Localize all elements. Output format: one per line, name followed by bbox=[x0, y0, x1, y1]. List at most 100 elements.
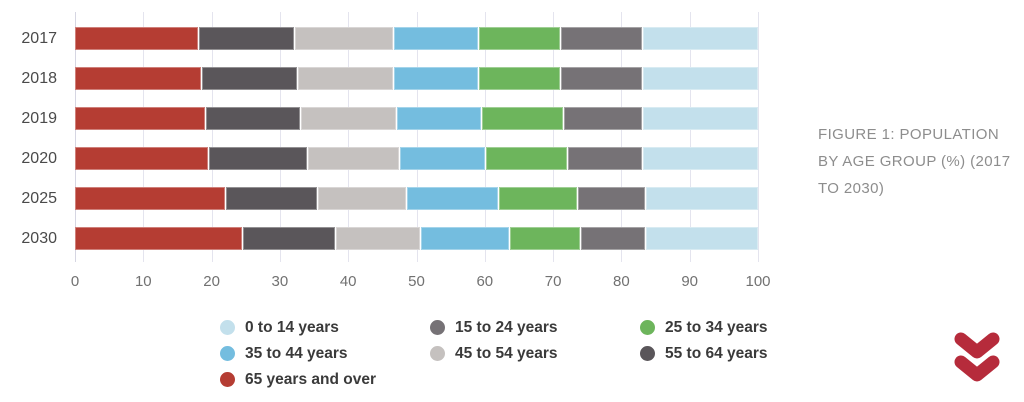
bar-segment bbox=[296, 67, 393, 90]
gridline-x30 bbox=[279, 12, 281, 262]
gridline-x60 bbox=[484, 12, 486, 262]
x-axis-tick-90: 90 bbox=[681, 273, 699, 290]
legend-dot-icon bbox=[640, 346, 655, 361]
legend-dot-icon bbox=[220, 320, 235, 335]
legend-dot-icon bbox=[640, 320, 655, 335]
legend-label: 65 years and over bbox=[245, 370, 376, 388]
legend-item: 0 to 14 years bbox=[220, 315, 430, 340]
bar-row-2030 bbox=[75, 227, 758, 250]
legend-label: 45 to 54 years bbox=[455, 344, 558, 362]
bar-segment bbox=[484, 147, 567, 170]
bar-segment bbox=[645, 187, 758, 210]
legend-label: 55 to 64 years bbox=[665, 344, 768, 362]
bar-segment bbox=[197, 27, 294, 50]
bar-segment bbox=[75, 187, 226, 210]
bar-segment bbox=[395, 107, 482, 130]
bar-segment bbox=[576, 187, 646, 210]
bar-segment bbox=[293, 27, 393, 50]
bar-segment bbox=[75, 107, 205, 130]
bar-row-2017 bbox=[75, 27, 758, 50]
x-axis-tick-50: 50 bbox=[408, 273, 425, 290]
figure-caption: FIGURE 1: POPULATION BY AGE GROUP (%) (2… bbox=[818, 121, 1018, 202]
legend-label: 15 to 24 years bbox=[455, 318, 558, 336]
bar-segment bbox=[645, 227, 758, 250]
gridline-x90 bbox=[689, 12, 691, 262]
x-axis-tick-20: 20 bbox=[203, 273, 220, 290]
x-axis-tick-40: 40 bbox=[339, 273, 357, 290]
bar-segment bbox=[419, 227, 509, 250]
figure-caption-line: FIGURE 1: POPULATION bbox=[818, 126, 1000, 143]
bar-segment bbox=[406, 187, 499, 210]
legend-label: 35 to 44 years bbox=[245, 344, 348, 362]
y-axis-label-2018: 2018 bbox=[21, 70, 57, 87]
bar-segment bbox=[392, 67, 478, 90]
bar-segment bbox=[75, 67, 202, 90]
gridline-x0 bbox=[75, 12, 76, 262]
x-axis-tick-100: 100 bbox=[745, 273, 771, 290]
bar-segment bbox=[559, 67, 642, 90]
gridline-x50 bbox=[416, 12, 418, 262]
bar-segment bbox=[498, 187, 577, 210]
y-axis-label-2019: 2019 bbox=[21, 110, 57, 127]
bar-segment bbox=[317, 187, 407, 210]
y-axis-label-2020: 2020 bbox=[21, 150, 57, 167]
legend-dot-icon bbox=[220, 346, 235, 361]
bar-row-2020 bbox=[75, 147, 758, 170]
gridline-x10 bbox=[143, 12, 145, 262]
x-axis-tick-80: 80 bbox=[613, 273, 630, 290]
legend-item: 65 years and over bbox=[220, 367, 430, 392]
bar-segment bbox=[641, 107, 758, 130]
gridline-x70 bbox=[553, 12, 555, 262]
x-axis-tick-60: 60 bbox=[476, 273, 494, 290]
bar-segment bbox=[580, 227, 646, 250]
gridline-x20 bbox=[211, 12, 213, 262]
bar-segment bbox=[300, 107, 396, 130]
bar-segment bbox=[225, 187, 318, 210]
gridline-x40 bbox=[348, 12, 350, 262]
bar-segment bbox=[307, 147, 400, 170]
legend-item: 45 to 54 years bbox=[430, 341, 640, 366]
legend-dot-icon bbox=[430, 320, 445, 335]
bar-segment bbox=[201, 67, 297, 90]
legend-label: 0 to 14 years bbox=[245, 318, 339, 336]
bar-segment bbox=[508, 227, 581, 250]
x-axis: 0 10 20 30 40 50 60 70 80 90 100 bbox=[71, 273, 771, 293]
x-axis-tick-0: 0 bbox=[70, 273, 80, 290]
gridline-x80 bbox=[621, 12, 623, 262]
x-axis-tick-70: 70 bbox=[544, 273, 562, 290]
legend-dot-icon bbox=[430, 346, 445, 361]
bar-segment bbox=[75, 227, 243, 250]
bar-segment bbox=[641, 27, 758, 50]
bar-segment bbox=[641, 67, 758, 90]
bar-row-2025 bbox=[75, 187, 758, 210]
plot-area bbox=[75, 12, 759, 262]
bar-segment bbox=[204, 107, 301, 130]
y-axis-label-2025: 2025 bbox=[21, 190, 57, 207]
double-chevron-down-icon[interactable] bbox=[951, 329, 1003, 391]
bar-segment bbox=[477, 67, 560, 90]
bar-row-2019 bbox=[75, 107, 758, 130]
bar-row-2018 bbox=[75, 67, 758, 90]
bar-segment bbox=[641, 147, 758, 170]
legend-item: 25 to 34 years bbox=[640, 315, 850, 340]
legend-label: 25 to 34 years bbox=[665, 318, 768, 336]
figure-caption-line: BY AGE GROUP (%) (2017 bbox=[818, 153, 1011, 170]
y-axis-label-2017: 2017 bbox=[21, 30, 57, 47]
figure-caption-line: TO 2030) bbox=[818, 180, 885, 197]
bar-segment bbox=[399, 147, 485, 170]
bar-segment bbox=[566, 147, 642, 170]
y-axis-label-2030: 2030 bbox=[21, 230, 57, 247]
chart-legend: 0 to 14 years 15 to 24 years 25 to 34 year… bbox=[220, 315, 850, 392]
legend-item: 15 to 24 years bbox=[430, 315, 640, 340]
bar-segment bbox=[392, 27, 478, 50]
bar-segment bbox=[477, 27, 560, 50]
bar-segment bbox=[563, 107, 642, 130]
bar-segment bbox=[334, 227, 420, 250]
bar-segment bbox=[559, 27, 642, 50]
legend-dot-icon bbox=[220, 372, 235, 387]
legend-item: 55 to 64 years bbox=[640, 341, 850, 366]
bar-segment bbox=[481, 107, 564, 130]
x-axis-tick-10: 10 bbox=[134, 273, 152, 290]
gridline-x100 bbox=[758, 12, 759, 262]
